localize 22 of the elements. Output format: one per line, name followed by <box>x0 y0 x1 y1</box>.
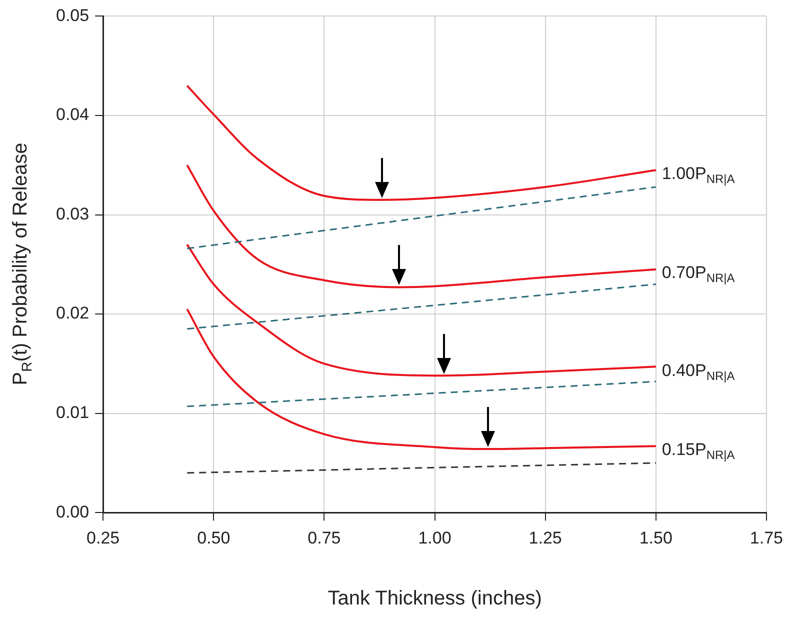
y-tick-label: 0.02 <box>56 304 90 323</box>
series-label: 1.00P$_{NR|A}$ <box>662 164 735 186</box>
x-tick-label: 0.50 <box>197 528 230 548</box>
line-series <box>186 84 657 201</box>
x-tick-label: 1.00 <box>418 528 452 548</box>
x-axis-title: Tank Thickness (inches) <box>328 588 542 610</box>
y-tick-label: 0.03 <box>56 204 90 224</box>
y-tick-label: 0.05 <box>56 6 90 25</box>
line-series <box>186 308 657 450</box>
x-tick-label: 0.75 <box>308 528 341 548</box>
x-tick-label: 1.75 <box>750 528 784 548</box>
line-series <box>186 244 657 377</box>
y-tick-label: 0.00 <box>56 502 90 522</box>
x-tick-label: 1.50 <box>639 528 672 548</box>
series-label: 0.15P$_{NR|A}$ <box>662 440 735 462</box>
x-tick-label: 1.25 <box>528 528 562 548</box>
series-label: 0.40P$_{NR|A}$ <box>662 360 735 383</box>
line-series <box>186 164 657 288</box>
y-tick-label: 0.04 <box>56 105 90 124</box>
x-tick-label: 0.25 <box>86 528 120 548</box>
y-tick-label: 0.01 <box>56 403 90 422</box>
series-label: 0.70P$_{NR|A}$ <box>662 263 735 286</box>
